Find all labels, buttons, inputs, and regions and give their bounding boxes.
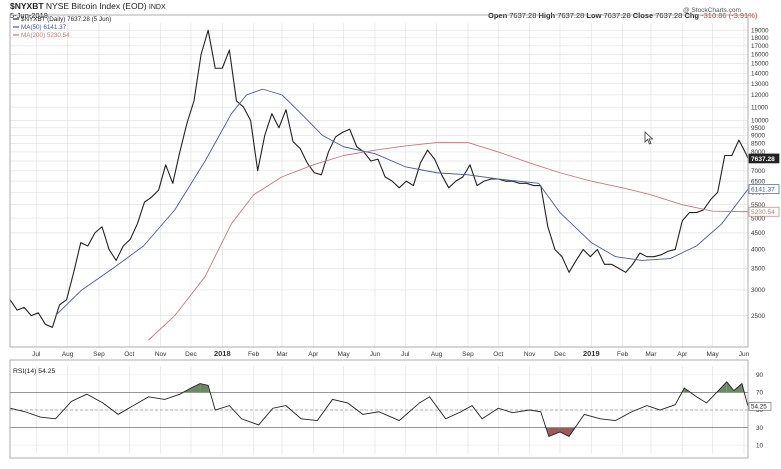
y-tick-label: 2500 <box>751 313 766 320</box>
x-tick-label: 2019 <box>583 349 600 358</box>
y-tick-label: 19000 <box>751 27 769 34</box>
rsi-last-value-tag <box>748 401 772 411</box>
y-tick-label: 4000 <box>751 247 766 254</box>
ohlc-value: 7637.28 <box>557 11 587 20</box>
x-tick-label: May <box>337 351 350 358</box>
y-tick-label: 6500 <box>751 178 766 185</box>
y-tick-label: 10000 <box>751 118 769 125</box>
ma200-series-line <box>148 142 749 341</box>
x-tick-label: Nov <box>155 351 167 358</box>
y-tick-label: 5500 <box>751 202 766 209</box>
ohlc-label: Chg <box>684 11 702 20</box>
price-series-line <box>9 29 749 328</box>
rsi-series-line <box>9 381 749 437</box>
last-value-tag <box>748 184 780 194</box>
last-value-tag <box>748 206 780 217</box>
index-name: NYSE Bitcoin Index (EOD) <box>45 1 147 11</box>
y-tick-label: 12000 <box>751 92 769 99</box>
symbol: $NYXBT <box>10 1 44 11</box>
x-tick-label: Apr <box>308 351 319 358</box>
ma50-series-line <box>55 88 749 316</box>
x-tick-label: Mar <box>645 351 657 358</box>
y-tick-label: 14000 <box>751 70 769 77</box>
chart-date: 5-Jun-2019 <box>10 11 48 20</box>
x-tick-label: Sep <box>93 351 105 358</box>
rsi-y-tick-label: 90 <box>756 372 764 379</box>
x-tick-label: Apr <box>677 351 688 358</box>
ohlc-label: Close <box>632 11 656 20</box>
y-tick-label: 11000 <box>751 104 769 111</box>
y-tick-label: 8500 <box>751 141 766 148</box>
y-tick-label: 4500 <box>751 230 766 237</box>
rsi-title: RSI(14) 54.25 <box>13 368 56 375</box>
y-tick-label: 8000 <box>751 149 766 156</box>
ohlc-value: 7637.28 <box>603 11 633 20</box>
rsi-oversold-fill <box>548 427 560 437</box>
ohlc-value: -310.86 (-3.91%) <box>701 11 758 20</box>
rsi-y-tick-label: 10 <box>756 442 764 449</box>
ohlc-readout: Open 7637.28 High 7637.28 Low 7637.28 Cl… <box>488 11 757 20</box>
x-tick-label: 2018 <box>214 349 231 358</box>
exchange: INDX <box>148 4 166 11</box>
y-tick-label: 9000 <box>751 133 766 140</box>
x-tick-label: Oct <box>493 351 503 358</box>
rsi-panel-frame <box>9 359 749 459</box>
x-tick-label: Feb <box>248 351 260 358</box>
x-tick-label: Oct <box>124 351 134 358</box>
x-tick-label: Aug <box>62 351 74 358</box>
y-tick-label: 17000 <box>751 43 769 50</box>
x-tick-label: Aug <box>431 351 443 358</box>
rsi-last-value-label: 54.25 <box>751 404 767 411</box>
y-tick-label: 18000 <box>751 35 769 42</box>
rsi-overbought-fill <box>200 383 209 393</box>
ohlc-value: 7637.28 <box>509 11 539 20</box>
x-tick-label: Jul <box>32 351 41 358</box>
ohlc-label: Low <box>586 11 604 20</box>
y-tick-label: 16000 <box>751 52 769 59</box>
last-value-label: 7637.28 <box>751 156 775 163</box>
legend-entry: MA(50) 6141.37 <box>21 24 67 31</box>
y-tick-label: 9500 <box>751 125 766 132</box>
y-tick-label: 15000 <box>751 61 769 68</box>
rsi-oversold-fill <box>559 427 570 437</box>
ohlc-label: High <box>538 11 558 20</box>
x-tick-label: Sep <box>462 351 474 358</box>
mouse-cursor-icon <box>644 131 654 145</box>
x-tick-label: Jun <box>370 351 381 358</box>
y-tick-label: 7000 <box>751 168 766 175</box>
rsi-overbought-fill <box>190 383 201 393</box>
y-tick-label: 13000 <box>751 81 769 88</box>
x-tick-label: Dec <box>185 351 197 358</box>
x-tick-label: Dec <box>554 351 566 358</box>
y-tick-label: 5000 <box>751 215 766 222</box>
last-value-label: 6141.37 <box>751 187 775 194</box>
ohlc-value: 7637.28 <box>655 11 685 20</box>
watermark: @ StockCharts.com <box>683 7 741 14</box>
x-tick-label: May <box>706 351 719 358</box>
x-tick-label: Jun <box>739 351 750 358</box>
rsi-y-tick-label: 30 <box>756 425 764 432</box>
x-tick-label: Feb <box>617 351 629 358</box>
legend-entry: MA(200) 5230.54 <box>21 32 70 39</box>
x-tick-label: Nov <box>524 351 536 358</box>
rsi-y-tick-label: 50 <box>756 407 764 414</box>
y-tick-label: 3000 <box>751 287 766 294</box>
price-panel-frame <box>9 14 749 348</box>
y-tick-label: 3500 <box>751 265 766 272</box>
x-tick-label: Mar <box>276 351 288 358</box>
x-tick-label: Jul <box>401 351 410 358</box>
chart-header-title: $NYXBT NYSE Bitcoin Index (EOD) INDX <box>10 1 166 11</box>
last-value-label: 5230.54 <box>751 209 775 216</box>
legend-entry: $NYXBT (Daily) 7637.28 (5 Jun) <box>21 16 111 23</box>
rsi-y-tick-label: 70 <box>756 390 764 397</box>
ohlc-label: Open <box>488 11 510 20</box>
last-value-tag <box>748 153 780 164</box>
